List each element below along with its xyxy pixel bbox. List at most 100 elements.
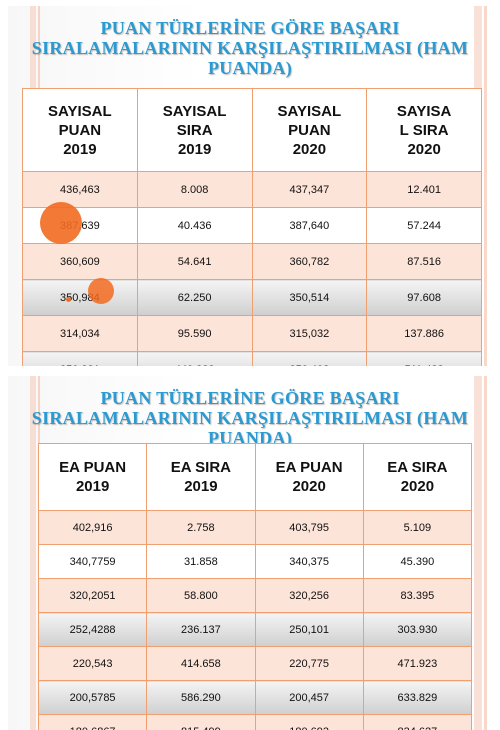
header-line: 2019 (184, 478, 218, 495)
header-line: 2020 (400, 478, 435, 495)
header-cell: EA SIRA 2020 (362, 443, 473, 511)
table-cell: 250,408 (251, 351, 368, 366)
table-cell: 303.930 (362, 612, 473, 647)
header-line: PUAN (58, 121, 102, 139)
table-cell: 320,2051 (37, 578, 148, 613)
table-cell: 437,347 (251, 171, 368, 208)
decorative-stripe (484, 6, 487, 366)
slide-sayisal: PUAN TÜRLERİNE GÖRE BAŞARI SIRALAMALARIN… (8, 6, 492, 366)
table-cell: 236.137 (146, 612, 256, 647)
table-cell: 200,5785 (37, 680, 148, 715)
decorative-circle (88, 278, 114, 304)
table-cell: 360,609 (22, 243, 138, 280)
table-row: 360,609 54.641 360,782 87.516 (22, 243, 482, 280)
table-cell: 440.832 (136, 351, 253, 366)
header-cell: SAYISAL SIRA 2019 (136, 88, 253, 172)
table-cell: 250,881 (22, 351, 138, 366)
header-line: EA SIRA (170, 459, 232, 476)
decorative-stripe (474, 376, 482, 730)
header-cell: SAYISAL PUAN 2020 (251, 88, 368, 172)
header-cell: EA SIRA 2019 (146, 443, 256, 511)
table-cell: 8.008 (136, 171, 253, 208)
sayisal-table: SAYISAL PUAN 2019 SAYISAL SIRA 2019 SAYI… (22, 88, 482, 366)
table-header-row: SAYISAL PUAN 2019 SAYISAL SIRA 2019 SAYI… (22, 88, 482, 172)
table-cell: 340,375 (254, 544, 364, 579)
table-row: 320,2051 58.800 320,256 83.395 (37, 578, 473, 613)
table-row: 250,881 440.832 250,408 511.438 (22, 351, 482, 366)
decorative-circle (66, 297, 71, 302)
table-cell: 31.858 (146, 544, 256, 579)
table-cell: 633.829 (362, 680, 473, 715)
header-cell: SAYISA L SIRA 2020 (366, 88, 482, 172)
table-cell: 180,693 (254, 714, 364, 730)
header-line: PUAN (288, 121, 331, 139)
table-cell: 5.109 (362, 510, 473, 545)
header-line: 2020 (292, 478, 326, 495)
table-cell: 834.627 (362, 714, 473, 730)
table-cell: 58.800 (146, 578, 256, 613)
table-cell: 414.658 (146, 646, 256, 681)
table-cell: 95.590 (136, 315, 253, 352)
table-cell: 360,782 (251, 243, 368, 280)
table-cell: 471.923 (362, 646, 473, 681)
table-cell: 511.438 (366, 351, 482, 366)
header-line: SAYISAL (162, 102, 227, 120)
header-line: SAYISAL (48, 102, 112, 120)
header-line: 2019 (75, 478, 110, 495)
slide-title: PUAN TÜRLERİNE GÖRE BAŞARI SIRALAMALARIN… (31, 18, 469, 78)
table-cell: 815.499 (146, 714, 256, 730)
table-cell: 12.401 (366, 171, 482, 208)
table-cell: 250,101 (254, 612, 364, 647)
table-cell: 315,032 (251, 315, 368, 352)
table-cell: 320,256 (254, 578, 364, 613)
decorative-circle (40, 202, 82, 244)
table-header-row: EA PUAN 2019 EA SIRA 2019 EA PUAN 2020 E… (37, 443, 473, 511)
table-row: 387,639 40.436 387,640 57.244 (22, 207, 482, 244)
table-cell: 137.886 (366, 315, 482, 352)
header-line: SAYISA (396, 102, 452, 120)
header-cell: EA PUAN 2019 (37, 443, 148, 511)
table-cell: 402,916 (37, 510, 148, 545)
table-cell: 97.608 (366, 279, 482, 316)
table-cell: 436,463 (22, 171, 138, 208)
table-row: 350,984 62.250 350,514 97.608 (22, 279, 482, 316)
table-row: 180,6867 815.499 180,693 834.627 (37, 714, 473, 730)
header-line: L SIRA (399, 121, 449, 139)
table-cell: 586.290 (146, 680, 256, 715)
table-row: 436,463 8.008 437,347 12.401 (22, 171, 482, 208)
header-line: EA SIRA (387, 459, 448, 476)
header-line: SIRA (176, 121, 213, 139)
header-line: 2020 (292, 140, 327, 158)
table-cell: 387,640 (251, 207, 368, 244)
table-cell: 87.516 (366, 243, 482, 280)
table-cell: 54.641 (136, 243, 253, 280)
table-cell: 220,775 (254, 646, 364, 681)
table-cell: 340,7759 (37, 544, 148, 579)
header-line: 2019 (177, 140, 212, 158)
slide-ea: PUAN TÜRLERİNE GÖRE BAŞARI SIRALAMALARIN… (8, 376, 492, 730)
decorative-stripe (484, 376, 487, 730)
table-row: 402,916 2.758 403,795 5.109 (37, 510, 473, 545)
table-cell: 83.395 (362, 578, 473, 613)
table-row: 220,543 414.658 220,775 471.923 (37, 646, 473, 681)
table-cell: 314,034 (22, 315, 138, 352)
table-row: 200,5785 586.290 200,457 633.829 (37, 680, 473, 715)
slide-title: PUAN TÜRLERİNE GÖRE BAŞARI SIRALAMALARIN… (31, 388, 469, 448)
header-line: 2019 (63, 140, 97, 158)
table-cell: 200,457 (254, 680, 364, 715)
table-cell: 403,795 (254, 510, 364, 545)
ea-table: EA PUAN 2019 EA SIRA 2019 EA PUAN 2020 E… (37, 443, 473, 730)
decorative-stripe (30, 376, 36, 730)
table-cell: 62.250 (136, 279, 253, 316)
table-row: 314,034 95.590 315,032 137.886 (22, 315, 482, 352)
header-line: EA PUAN (275, 459, 343, 476)
header-cell: EA PUAN 2020 (254, 443, 364, 511)
table-cell: 2.758 (146, 510, 256, 545)
table-cell: 57.244 (366, 207, 482, 244)
table-cell: 40.436 (136, 207, 253, 244)
header-cell: SAYISAL PUAN 2019 (22, 88, 138, 172)
table-cell: 220,543 (37, 646, 148, 681)
table-cell: 350,984 (22, 279, 138, 316)
header-line: EA PUAN (59, 459, 127, 476)
header-line: 2020 (407, 140, 441, 158)
